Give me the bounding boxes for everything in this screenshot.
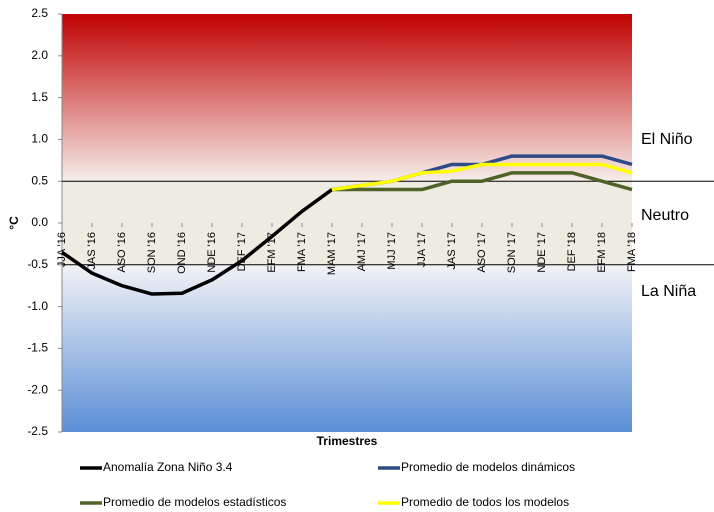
x-tick-label: MAM '17 — [326, 232, 338, 275]
x-tick-label: JJA '17 — [416, 232, 428, 267]
series-line — [332, 171, 633, 192]
plot-background — [62, 14, 632, 432]
x-tick-label: JAS '16 — [86, 232, 98, 270]
y-tick-label: 2.0 — [31, 48, 48, 62]
legend-label: Anomalía Zona Niño 3.4 — [103, 460, 233, 474]
x-tick-label: MJJ '17 — [386, 232, 398, 270]
y-tick-label: -2.5 — [27, 424, 48, 438]
x-tick-label: AMJ '17 — [356, 232, 368, 271]
y-tick-label: 0.5 — [31, 173, 48, 187]
x-tick-label: OND '16 — [176, 232, 188, 274]
y-tick-label: -1.0 — [27, 299, 48, 313]
legend-label: Promedio de todos los modelos — [401, 495, 569, 509]
x-tick-label: FMA '17 — [296, 232, 308, 272]
x-tick-label: NDE '17 — [536, 232, 548, 273]
y-tick-label: -0.5 — [27, 257, 48, 271]
x-tick-label: EFM '18 — [596, 232, 608, 273]
x-tick-label: JAS '17 — [446, 232, 458, 270]
series-line — [60, 188, 334, 296]
x-tick-label: SON '16 — [146, 232, 158, 273]
y-axis-label: °C — [7, 216, 21, 230]
annotation: El Niño — [641, 131, 693, 148]
y-tick-label: 1.5 — [31, 90, 48, 104]
x-tick-label: FMA '18 — [626, 232, 638, 272]
x-tick-label: NDE '16 — [206, 232, 218, 273]
x-axis-label: Trimestres — [317, 434, 378, 448]
legend-label: Promedio de modelos estadísticos — [103, 495, 286, 509]
x-tick-label: DEF '18 — [566, 232, 578, 271]
series-line — [331, 162, 633, 192]
x-tick-label: ASO '16 — [116, 232, 128, 273]
x-tick-label: JJA '16 — [56, 232, 68, 267]
y-tick-label: 1.0 — [31, 132, 48, 146]
y-tick-label: 0.0 — [31, 215, 48, 229]
legend-label: Promedio de modelos dinámicos — [401, 460, 575, 474]
y-tick-label: -1.5 — [27, 341, 48, 355]
annotation: La Niña — [641, 283, 696, 300]
y-tick-label: -2.0 — [27, 382, 48, 396]
y-tick-label: 2.5 — [31, 6, 48, 20]
x-tick-label: EFM '17 — [266, 232, 278, 273]
x-tick-label: SON '17 — [506, 232, 518, 273]
x-tick-label: ASO '17 — [476, 232, 488, 273]
x-tick-label: DEF '17 — [236, 232, 248, 271]
annotation: Neutro — [641, 207, 689, 224]
